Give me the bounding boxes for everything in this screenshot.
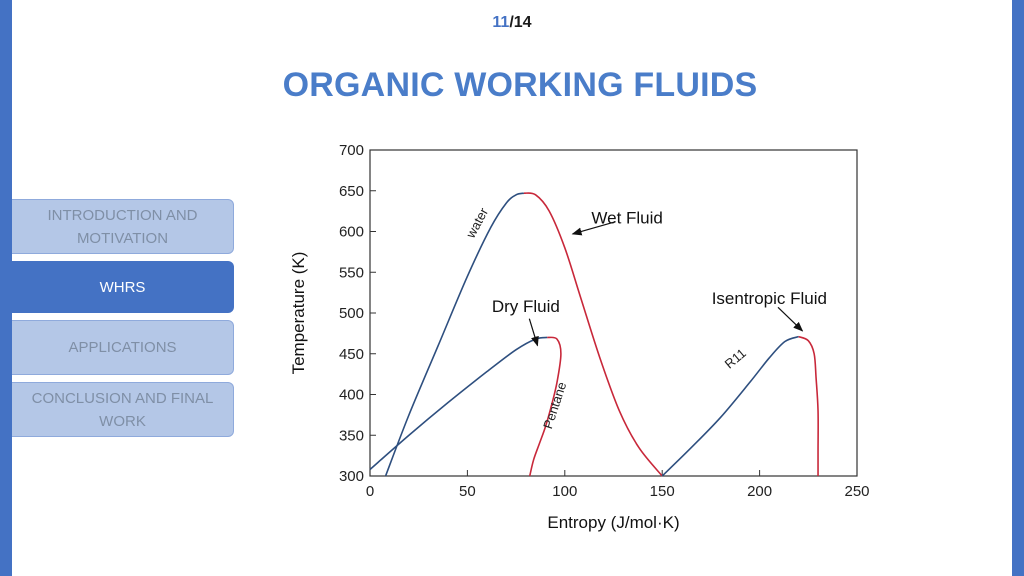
annotation-arrow (571, 221, 616, 236)
series-line-water (523, 192, 663, 477)
y-tick-label: 300 (339, 468, 364, 485)
annotation-arrow (528, 318, 539, 347)
page-separator: / (509, 14, 514, 31)
page-counter: 11/14 (0, 14, 1024, 32)
nav-item-conclusion[interactable]: CONCLUSION AND FINAL WORK (12, 382, 234, 437)
y-tick-label: 600 (339, 224, 364, 241)
nav-item-whrs[interactable]: WHRS (12, 261, 234, 313)
right-edge-bar (1012, 0, 1024, 576)
nav-item-label: INTRODUCTION AND MOTIVATION (47, 206, 198, 247)
temperature-entropy-chart: 0 50 100 150 200 250 300 350 400 450 500 550 600 650 7… (289, 142, 870, 532)
annotation-label: Isentropic Fluid (712, 289, 827, 308)
plot-layer: 0 50 100 150 200 250 300 350 400 450 500 550 600 650 7… (339, 142, 870, 500)
x-tick-label: 50 (459, 483, 476, 500)
y-tick-label: 500 (339, 305, 364, 322)
nav-item-applications[interactable]: APPLICATIONS (12, 320, 234, 375)
x-axis-label: Entropy (J/mol·K) (547, 513, 679, 532)
current-page-number: 11 (492, 14, 510, 31)
y-tick-label: 400 (339, 387, 364, 404)
section-nav: INTRODUCTION AND MOTIVATION WHRS APPLICA… (12, 199, 234, 444)
series-line-r11 (661, 335, 799, 477)
x-tick-label: 100 (552, 483, 577, 500)
left-edge-bar (0, 0, 12, 576)
total-page-number: 14 (513, 14, 532, 31)
x-tick-label: 150 (650, 483, 675, 500)
y-tick-label: 350 (339, 427, 364, 444)
nav-item-introduction[interactable]: INTRODUCTION AND MOTIVATION (12, 199, 234, 254)
x-tick-label: 250 (844, 483, 869, 500)
series-line-r11 (798, 335, 819, 476)
y-tick-label: 700 (339, 142, 364, 159)
nav-item-label: APPLICATIONS (68, 339, 177, 356)
y-axis-label: Temperature (K) (289, 252, 308, 375)
annotation-label: Dry Fluid (492, 297, 560, 316)
nav-item-label: CONCLUSION AND FINAL WORK (31, 389, 214, 430)
curve-label-r11: R11 (722, 345, 749, 371)
annotation-arrow (777, 306, 804, 332)
series-line-pentane (369, 336, 548, 471)
annotation-label: Wet Fluid (591, 208, 663, 227)
nav-item-label: WHRS (99, 278, 146, 296)
curve-label-pentane: Pentane (540, 380, 569, 431)
y-tick-label: 650 (339, 183, 364, 200)
series-line-water (384, 192, 525, 477)
y-tick-label: 450 (339, 346, 364, 363)
slide-title: ORGANIC WORKING FLUIDS (282, 66, 758, 104)
x-tick-label: 200 (747, 483, 772, 500)
series-line-pentane (528, 336, 562, 477)
y-tick-label: 550 (339, 264, 364, 281)
x-tick-label: 0 (366, 483, 374, 500)
